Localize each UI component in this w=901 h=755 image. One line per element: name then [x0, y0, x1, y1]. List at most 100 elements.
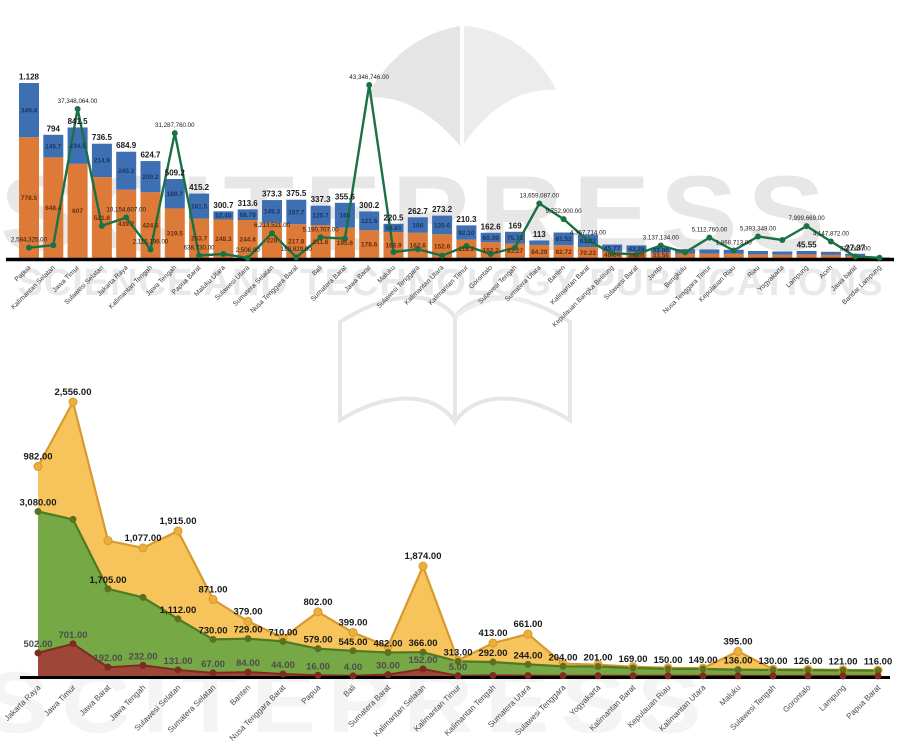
line-marker — [147, 246, 154, 253]
bar-orange-segment — [432, 234, 453, 258]
area-value-label: 192.00 — [93, 653, 122, 664]
area-value-label: 413.00 — [478, 628, 507, 639]
area-value-label: 126.00 — [793, 656, 822, 667]
line-value-label: 10,154,607.00 — [106, 206, 146, 213]
line-marker — [609, 250, 616, 257]
green-marker — [769, 666, 777, 674]
line-value-label: 372,567.00 — [840, 246, 872, 253]
bar-segment-label: 160 — [339, 213, 350, 220]
area-value-label: 16.00 — [306, 661, 330, 672]
x-axis-label: Lampung — [817, 683, 847, 713]
line-marker — [706, 234, 713, 241]
red-marker — [279, 670, 287, 678]
green-marker — [34, 508, 42, 516]
line-value-label: 638,730.00 — [184, 244, 216, 251]
area-value-label: 379.00 — [233, 606, 262, 617]
area-value-label: 152.00 — [408, 655, 437, 666]
line-value-label: 3,137,134.00 — [643, 234, 680, 241]
red-marker — [489, 671, 497, 679]
bar-total-label: 313.6 — [238, 199, 259, 208]
red-marker — [314, 671, 322, 679]
x-axis-label: Banten — [228, 683, 252, 707]
x-axis-label: Kalimantan Selatan — [10, 264, 57, 311]
bar-blue-segment — [286, 199, 307, 225]
bar-orange-segment — [237, 220, 258, 258]
bar-blue-segment — [213, 211, 234, 220]
line-marker — [463, 243, 470, 250]
bar-total-label: 624.7 — [140, 151, 161, 160]
green-marker — [69, 515, 77, 523]
bar-total-label: 162.6 — [481, 222, 502, 231]
yellow-marker — [418, 561, 428, 571]
bar-orange-segment — [480, 242, 501, 258]
area-value-label: 121.00 — [828, 656, 857, 667]
bar-blue-segment — [91, 143, 112, 178]
red-marker — [734, 672, 742, 680]
x-axis-label: Bali — [342, 683, 358, 699]
bar-segment-label: 92.10 — [458, 230, 475, 237]
line-value-label: 2,115,196.00 — [133, 239, 169, 246]
green-marker — [104, 585, 112, 593]
open-book-icon — [338, 295, 572, 426]
bar-orange-segment — [796, 254, 817, 258]
red-marker — [559, 672, 567, 680]
line-value-label: 189,829.00 — [281, 246, 313, 253]
yellow-marker — [523, 629, 533, 639]
bar-segment-label: 166.9 — [385, 242, 402, 249]
line-value-label: 9,752,900.00 — [546, 208, 583, 215]
bar-orange-segment — [67, 163, 88, 258]
line-marker — [390, 249, 397, 256]
bar-segment-label: 157.7 — [288, 209, 305, 216]
x-axis-label: Jambi — [646, 264, 664, 282]
bar-orange-segment — [164, 208, 185, 258]
bar-segment-label: 439.7 — [118, 221, 135, 228]
yellow-marker — [208, 594, 218, 604]
green-marker — [139, 593, 147, 601]
x-axis-label: Gorontalo — [781, 683, 813, 715]
yellow-marker — [348, 627, 358, 637]
red-marker — [384, 671, 392, 679]
green-marker — [209, 635, 217, 643]
yellow-marker — [33, 461, 43, 471]
red-marker — [174, 666, 182, 674]
bar-segment-label: 82.72 — [555, 249, 572, 256]
bar-blue-segment — [529, 240, 550, 245]
green-marker — [419, 648, 427, 656]
line-value-label: 31,287,760.00 — [155, 122, 195, 129]
red-marker — [804, 672, 812, 680]
yellow-marker — [138, 543, 148, 553]
area-value-label: 131.00 — [163, 656, 192, 667]
red-marker — [244, 668, 252, 676]
bar-total-label: 273.2 — [432, 205, 453, 214]
red-marker — [454, 672, 462, 680]
bar-blue-segment — [164, 178, 185, 209]
bar-segment-label: 214.9 — [94, 158, 111, 165]
bar-segment-label: 70.23 — [580, 250, 597, 257]
population-line — [28, 84, 880, 260]
line-marker — [196, 252, 203, 259]
green-marker — [594, 662, 602, 670]
area-value-label: 395.00 — [723, 636, 752, 647]
line-value-label: 2,506.00 — [236, 247, 261, 254]
bar-blue-segment — [43, 134, 64, 158]
line-value-label: 13,659,087.00 — [520, 192, 560, 199]
bar-orange-segment — [116, 189, 137, 258]
line-marker — [439, 252, 446, 259]
x-axis-label: Jakarta Raya — [3, 683, 43, 723]
area-value-label: 313.00 — [443, 647, 472, 658]
area-value-label: 729.00 — [233, 625, 262, 636]
bar-blue-segment — [699, 249, 720, 254]
red-marker — [104, 663, 112, 671]
x-axis-label: Sulawesi Tenggara — [376, 264, 422, 310]
line-value-label: 37,348,064.00 — [58, 98, 98, 105]
bar-total-label: 415.2 — [189, 183, 210, 192]
red-marker — [839, 672, 847, 680]
x-axis-label: Jawa Timur — [42, 683, 78, 719]
bar-segment-label: 248.3 — [215, 236, 232, 243]
bar-segment-label: 81.52 — [555, 236, 572, 243]
bar-blue-segment — [820, 251, 841, 255]
x-axis-label: Lampung — [785, 264, 810, 289]
x-axis-label: Jawa Barat — [344, 264, 373, 293]
